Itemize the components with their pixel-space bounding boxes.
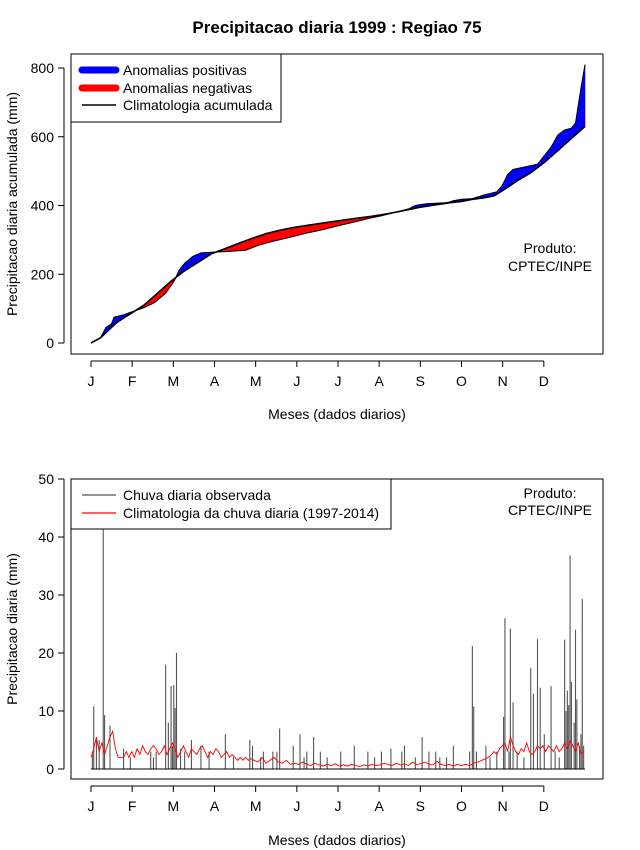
x-tick-label-bottom: N [498,798,508,814]
y-tick-label-top: 400 [31,198,55,214]
x-tick-label-top: J [88,373,95,389]
observed-accumulated-line [90,64,586,344]
x-tick-label-bottom: A [210,798,220,814]
daily-precipitation-plot: 0 10 20 30 40 50 J F M A M J J A S O N D Meses (dados di… [4,471,604,848]
x-tick-label-top: A [210,373,220,389]
x-tick-label-top: S [416,373,425,389]
x-tick-label-bottom: A [374,798,384,814]
daily-climatology-line [90,729,584,768]
x-tick-label-bottom: J [88,798,95,814]
legend-label-climatology-daily: Climatologia da chuva diaria (1997-2014) [123,505,379,521]
y-axis-bottom: 0 10 20 30 40 50 [38,471,65,777]
legend-top: Anomalias positivas Anomalias negativas … [70,53,282,123]
x-tick-label-top: J [335,373,342,389]
x-tick-label-top: N [498,373,508,389]
x-tick-label-top: D [539,373,549,389]
y-tick-label-top: 200 [31,266,55,282]
annotation-cptec-bottom: CPTEC/INPE [508,502,592,518]
x-tick-label-top: A [374,373,384,389]
legend-label-negative: Anomalias negativas [123,80,252,96]
y-tick-label-bottom: 0 [46,761,54,777]
y-tick-label-bottom: 40 [38,529,54,545]
annotation-produto-bottom: Produto: [524,485,577,501]
chart-title: Precipitacao diaria 1999 : Regiao 75 [192,18,481,37]
y-axis-top: 0 200 400 600 800 [31,60,65,351]
y-tick-label-top: 0 [46,335,54,351]
x-tick-label-top: F [128,373,137,389]
x-tick-label-top: M [250,373,262,389]
y-tick-label-top: 800 [31,60,55,76]
x-tick-label-top: M [167,373,179,389]
x-tick-label-bottom: F [128,798,137,814]
x-tick-label-top: J [293,373,300,389]
x-tick-label-top: O [456,373,467,389]
annotation-produto-top: Produto: [524,240,577,256]
y-tick-label-bottom: 30 [38,587,54,603]
plot-box-top [70,53,604,355]
x-tick-label-bottom: O [456,798,467,814]
climatology-accumulated-line [90,125,586,344]
y-tick-label-top: 600 [31,129,55,145]
daily-rain-bars [91,479,585,769]
x-tick-label-bottom: J [335,798,342,814]
y-axis-label-bottom: Precipitacao diaria (mm) [4,553,20,705]
legend-label-observed: Chuva diaria observada [123,487,271,503]
legend-label-climatology: Climatologia acumulada [123,97,273,113]
accumulated-precipitation-plot: 0 200 400 600 800 J F M A M J J A S O N D Meses (dados … [4,53,604,422]
legend-label-positive: Anomalias positivas [123,62,247,78]
x-axis-label-top: Meses (dados diarios) [268,406,406,422]
x-axis-label-bottom: Meses (dados diarios) [268,832,406,848]
x-tick-label-bottom: M [250,798,262,814]
y-axis-label-top: Precipitacao diaria acumulada (mm) [4,92,20,316]
y-tick-label-bottom: 20 [38,645,54,661]
x-tick-label-bottom: M [167,798,179,814]
y-tick-label-bottom: 10 [38,703,54,719]
y-tick-label-bottom: 50 [38,471,54,487]
x-tick-label-bottom: D [539,798,549,814]
legend-bottom: Chuva diaria observada Climatologia da c… [70,478,392,530]
annotation-cptec-top: CPTEC/INPE [508,258,592,274]
x-tick-label-bottom: S [416,798,425,814]
x-tick-label-bottom: J [293,798,300,814]
legend-box-bottom [70,478,392,530]
